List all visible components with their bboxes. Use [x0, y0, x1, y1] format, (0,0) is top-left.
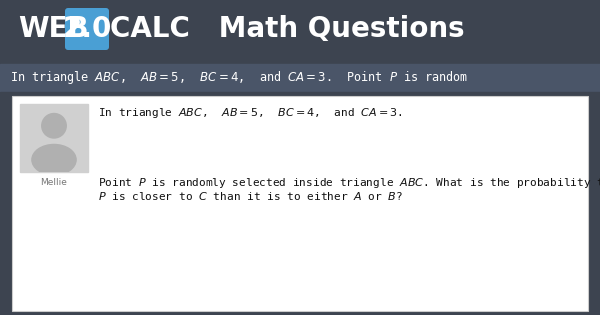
Bar: [0, 64, 600, 92]
Ellipse shape: [32, 145, 76, 175]
Bar: [0, 0, 600, 58]
Bar: [0, 92, 600, 315]
Bar: [0, 58, 600, 64]
Text: Point $P$ is randomly selected inside triangle $ABC$. What is the probability th: Point $P$ is randomly selected inside tr…: [98, 176, 600, 190]
Text: Mellie: Mellie: [41, 178, 67, 187]
Text: In triangle $ABC$,  $AB = 5$,  $BC = 4$,  and $CA = 3$.  Point $P$ is random: In triangle $ABC$, $AB = 5$, $BC = 4$, a…: [10, 70, 468, 87]
Text: $P$ is closer to $C$ than it is to either $A$ or $B$?: $P$ is closer to $C$ than it is to eithe…: [98, 190, 403, 202]
Text: WEB: WEB: [18, 15, 89, 43]
Bar: [12, 96, 588, 311]
FancyBboxPatch shape: [65, 8, 109, 50]
Text: In triangle $ABC$,  $AB = 5$,  $BC = 4$,  and $CA = 3$.: In triangle $ABC$, $AB = 5$, $BC = 4$, a…: [98, 106, 403, 120]
Circle shape: [42, 113, 66, 138]
Text: CALC   Math Questions: CALC Math Questions: [110, 15, 464, 43]
Text: 2.0: 2.0: [62, 15, 112, 43]
Bar: [20, 104, 88, 172]
